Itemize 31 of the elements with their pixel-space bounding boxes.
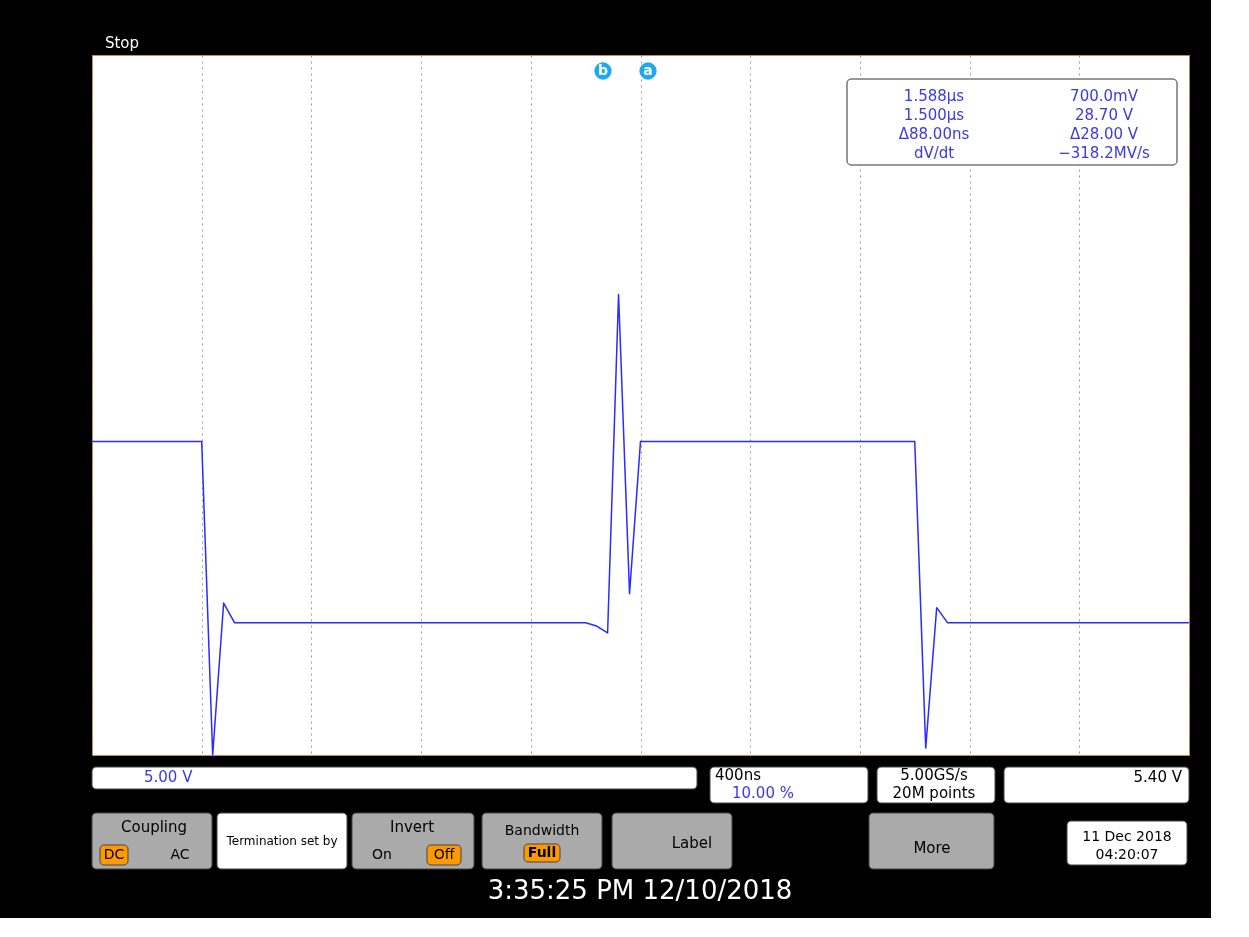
text: Label <box>671 834 713 852</box>
text: 11 Dec 2018 <box>1082 828 1172 844</box>
text: On <box>372 846 392 862</box>
text: dV/dt <box>913 144 955 162</box>
text: 400ns <box>715 766 762 784</box>
text: −318.2MV/s <box>1058 144 1150 162</box>
text: 700.0mV <box>1070 87 1139 105</box>
text: AC <box>170 846 190 862</box>
text: More <box>913 839 951 857</box>
text: a <box>643 62 653 78</box>
text: Δ28.00 V <box>1069 125 1139 143</box>
text: Invert <box>389 818 435 836</box>
text: 1.500µs <box>903 106 965 124</box>
text: Termination set by <box>225 834 338 848</box>
text: 10.00 % <box>732 784 794 802</box>
text: Coupling <box>120 818 188 836</box>
text: 20M points <box>892 784 976 802</box>
text: DC <box>103 846 125 862</box>
text: 1.588µs <box>903 87 965 105</box>
text: Bandwidth <box>504 822 580 838</box>
text: 04:20:07 <box>1095 846 1159 862</box>
text: Δ88.00ns <box>898 125 970 143</box>
text: b <box>597 62 609 78</box>
text: 28.70 V <box>1075 106 1134 124</box>
text: 5.40 V <box>1133 768 1183 786</box>
text: 3:35:25 PM 12/10/2018 <box>487 875 793 905</box>
text: Stop <box>104 34 140 52</box>
text: Off <box>433 846 455 862</box>
text: 5.00GS/s <box>900 766 968 784</box>
text: 5.00 V <box>144 768 194 786</box>
text: Full <box>527 844 557 860</box>
